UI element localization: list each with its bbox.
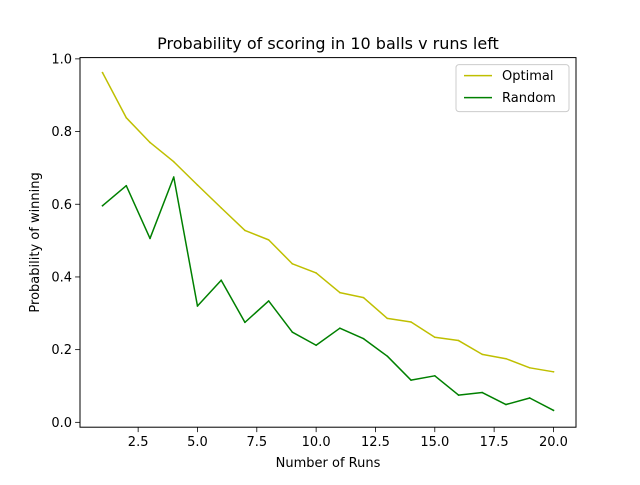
data-point-random <box>101 204 104 207</box>
series-line-optimal <box>101 71 555 373</box>
data-point-random <box>457 394 460 396</box>
data-point-optimal <box>528 367 531 369</box>
data-point-random <box>291 331 294 333</box>
x-axis: 2.5 5.0 7.5 10.0 12.5 15.0 17.5 20.0 <box>128 427 568 450</box>
y-tick-label: 0.2 <box>51 343 72 358</box>
x-axis-label: Number of Runs <box>276 456 381 471</box>
x-tick-label: 7.5 <box>246 435 267 450</box>
data-point-optimal <box>267 239 270 241</box>
y-tick-label: 0.8 <box>51 125 72 140</box>
data-point-random <box>267 300 270 302</box>
data-point-optimal <box>196 184 199 186</box>
data-point-random <box>196 305 199 307</box>
data-point-random <box>339 327 341 329</box>
data-point-random <box>315 344 317 347</box>
data-point-random <box>410 379 412 381</box>
y-tick-label: 0.6 <box>51 198 72 213</box>
data-point-optimal <box>125 116 128 119</box>
y-axis-label: Probability of winning <box>28 172 43 312</box>
series-line-random <box>101 176 555 412</box>
data-point-random <box>149 237 151 240</box>
data-point-random <box>552 409 555 412</box>
x-tick-label: 17.5 <box>480 435 509 450</box>
data-point-optimal <box>291 263 294 265</box>
plot-area <box>80 57 576 428</box>
data-point-optimal <box>481 353 484 356</box>
data-point-optimal <box>315 272 317 274</box>
data-point-random <box>386 355 389 357</box>
data-point-random <box>220 279 223 282</box>
data-point-optimal <box>362 296 365 299</box>
data-point-optimal <box>339 291 341 294</box>
chart-title: Probability of scoring in 10 balls v run… <box>157 34 499 53</box>
plot-frame <box>79 57 577 428</box>
data-point-random <box>125 184 128 187</box>
data-point-random <box>362 337 365 340</box>
data-point-optimal <box>552 371 555 373</box>
data-point-random <box>172 176 175 178</box>
data-point-random <box>528 397 531 399</box>
legend-label-random: Random <box>502 91 556 106</box>
x-tick-label: 10.0 <box>302 435 331 450</box>
data-point-optimal <box>172 160 175 163</box>
data-point-optimal <box>386 317 389 320</box>
data-point-optimal <box>410 321 412 323</box>
legend: Optimal Random <box>455 64 570 113</box>
x-tick-label: 20.0 <box>539 435 568 450</box>
series-layer <box>101 71 555 412</box>
data-point-random <box>505 403 507 406</box>
data-point-optimal <box>433 336 436 339</box>
y-tick-label: 1.0 <box>51 52 72 67</box>
data-point-optimal <box>457 339 460 342</box>
x-tick-label: 15.0 <box>420 435 449 450</box>
data-point-optimal <box>505 357 507 360</box>
data-point-random <box>481 391 484 394</box>
x-tick-label: 12.5 <box>361 435 390 450</box>
x-tick-label: 5.0 <box>187 435 208 450</box>
x-tick-label: 2.5 <box>128 435 149 450</box>
y-tick-label: 0.4 <box>51 271 72 286</box>
y-axis: 0.0 0.2 0.4 0.6 0.8 1.0 <box>51 52 80 431</box>
data-point-optimal <box>149 141 151 144</box>
data-point-optimal <box>101 71 104 74</box>
data-point-optimal <box>244 229 246 232</box>
data-point-random <box>433 375 436 377</box>
data-point-random <box>244 321 246 324</box>
y-tick-label: 0.0 <box>51 416 72 431</box>
data-point-optimal <box>220 207 223 209</box>
legend-label-optimal: Optimal <box>502 69 553 84</box>
